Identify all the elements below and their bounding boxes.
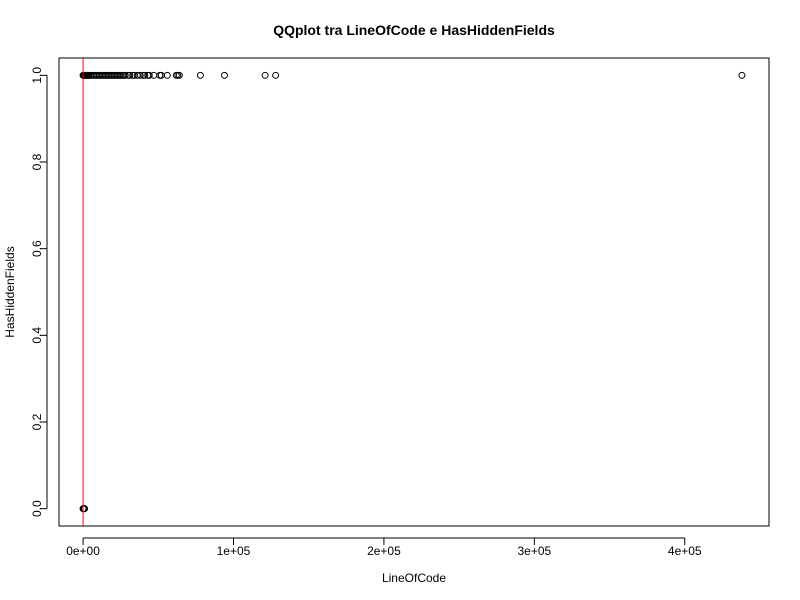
x-axis: 0e+00 1e+05 2e+05 3e+05 4e+05 [66, 537, 702, 558]
y-axis: 0.0 0.2 0.4 0.6 0.8 1.0 [30, 67, 48, 517]
data-point [261, 71, 269, 79]
data-point [141, 71, 149, 79]
y-axis-label: HasHiddenFields [3, 246, 17, 337]
y-tick-label: 0.0 [30, 500, 44, 517]
data-point [121, 71, 129, 79]
data-point [738, 71, 746, 79]
data-point [126, 71, 134, 79]
y-tick-label: 0.2 [30, 413, 44, 430]
x-tick-label: 0e+00 [66, 544, 100, 558]
y-tick-label: 0.6 [30, 240, 44, 257]
data-point [136, 71, 144, 79]
x-tick-label: 4e+05 [668, 544, 702, 558]
y-tick-label: 1.0 [30, 67, 44, 84]
data-point [220, 71, 228, 79]
plot-frame [58, 57, 770, 527]
data-point [175, 71, 183, 79]
points-layer [79, 71, 746, 513]
data-point [196, 71, 204, 79]
x-tick-label: 1e+05 [217, 544, 251, 558]
x-tick-label: 2e+05 [367, 544, 401, 558]
y-tick-label: 0.8 [30, 153, 44, 170]
data-point [163, 71, 171, 79]
x-axis-label: LineOfCode [382, 571, 446, 585]
y-tick-label: 0.4 [30, 327, 44, 344]
chart-title: QQplot tra LineOfCode e HasHiddenFields [273, 22, 555, 38]
data-point [145, 71, 153, 79]
x-tick-label: 3e+05 [517, 544, 551, 558]
data-point [81, 505, 89, 513]
data-point [272, 71, 280, 79]
